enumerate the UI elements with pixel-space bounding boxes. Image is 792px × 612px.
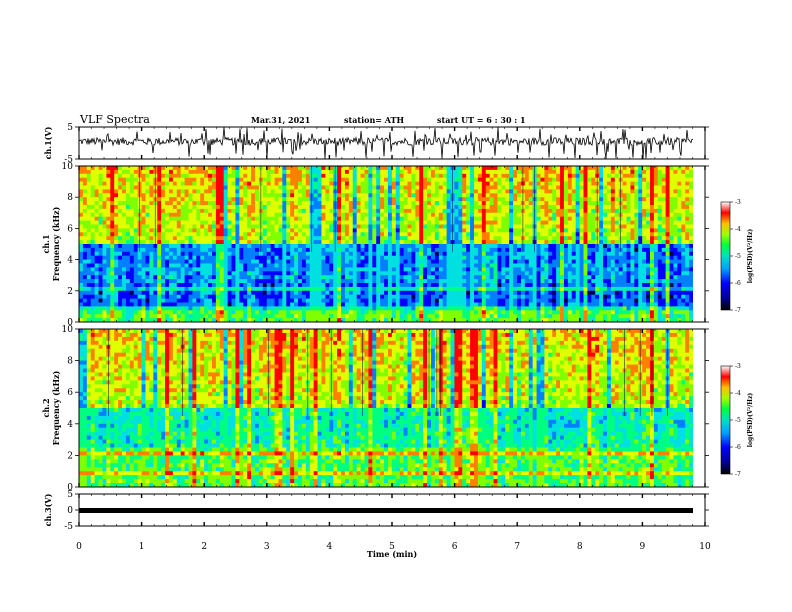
start-time-label: start UT = 6 : 30 : 1 (437, 115, 526, 125)
ch3-waveform-ytick-label: 5 (67, 490, 73, 500)
ch2-spectrogram-panel (79, 329, 705, 487)
ch2-spectrogram-ytick-label: 6 (67, 388, 73, 398)
time-xtick-label: 3 (264, 542, 270, 552)
ch1-waveform-ytick-label: 5 (67, 123, 73, 133)
colorbar-tick-label: -7 (735, 307, 741, 314)
ch3-waveform-ytick-label: -5 (64, 522, 73, 532)
time-xtick-label: 2 (201, 542, 207, 552)
ch1-spectrogram-ylabel-channel: ch.1 (41, 234, 51, 253)
ch2-colorbar: -3 -4 -5 -6 -7 log(PSD)(V²/Hz) (721, 363, 754, 478)
ch2-spectrogram-ytick-label: 10 (62, 325, 74, 335)
colorbar-tick-label: -5 (735, 417, 741, 424)
time-xtick-label: 4 (327, 542, 333, 552)
station-label: station= ATH (344, 115, 404, 125)
ch3-waveform-panel (79, 494, 705, 526)
colorbar-tick-label: -3 (735, 363, 741, 370)
ch2-spectrogram-ytick-label: 8 (67, 357, 73, 367)
ch2-spectrogram-ylabel-channel: ch.2 (41, 398, 51, 417)
time-xtick-label: 7 (514, 542, 520, 552)
colorbar-tick-label: -6 (735, 280, 741, 287)
ch3-waveform-ytick-label: 0 (67, 506, 73, 516)
ch2-spectrogram-ytick-label: 2 (67, 451, 73, 461)
ch1-spectrogram-ytick-label: 10 (62, 162, 74, 172)
ch2-spectrogram-ylabel: Frequency (kHz) (51, 370, 61, 445)
time-xtick-label: 9 (640, 542, 646, 552)
colorbar-tick-label: -6 (735, 444, 741, 451)
ch1-colorbar-label: log(PSD)(V²/Hz) (747, 229, 754, 284)
ch1-spectrogram-ytick-label: 4 (67, 256, 73, 266)
colorbar-tick-label: -3 (735, 199, 741, 206)
colorbar-tick-label: -5 (735, 253, 741, 260)
figure-title: VLF Spectra (79, 113, 150, 126)
ch1-colorbar: -3 -4 -5 -6 -7 log(PSD)(V²/Hz) (721, 199, 754, 314)
colorbar-tick-label: -4 (735, 226, 741, 233)
time-xtick-label: 1 (139, 542, 145, 552)
ch3-waveform-ylabel: ch.3(V) (43, 493, 53, 526)
ch1-spectrogram-ytick-label: 2 (67, 287, 73, 297)
ch3-trace (79, 508, 693, 513)
ch1-waveform-panel (79, 127, 705, 159)
time-xtick-label: 10 (699, 542, 711, 552)
time-xtick-label: 6 (452, 542, 458, 552)
ch1-spectrogram-ytick-label: 8 (67, 193, 73, 203)
ch1-spectrogram-ytick-label: 6 (67, 224, 73, 234)
time-xtick-label: 8 (577, 542, 583, 552)
time-xtick-label: 0 (76, 542, 82, 552)
date-label: Mar.31, 2021 (251, 115, 310, 125)
colorbar-tick-label: -7 (735, 471, 741, 478)
colorbar-tick-label: -4 (735, 390, 741, 397)
time-axis-label: Time (min) (367, 549, 417, 559)
ch1-spectrogram-panel (79, 166, 705, 322)
ch2-spectrogram-ytick-label: 4 (67, 420, 73, 430)
ch1-waveform-ylabel: ch.1(V) (43, 126, 53, 159)
ch1-spectrogram-ylabel: Frequency (kHz) (51, 206, 61, 281)
ch2-colorbar-label: log(PSD)(V²/Hz) (747, 393, 754, 448)
